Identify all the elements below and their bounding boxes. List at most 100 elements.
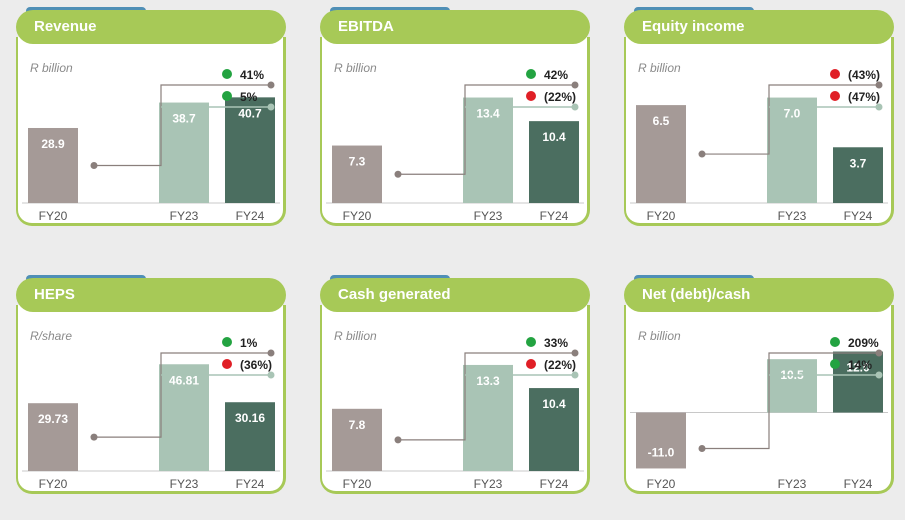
bar-fy24: [225, 402, 275, 471]
category-label: FY20: [39, 209, 68, 223]
chart-card: R billion -11.0 10.5 12.0 FY20 FY23 FY24 209% 1…: [624, 305, 894, 494]
bar-fy23: [463, 364, 513, 471]
up-indicator-icon: [526, 69, 536, 79]
data-label: 10.4: [542, 397, 566, 411]
data-label: 6.5: [653, 114, 670, 128]
connector-dot: [267, 103, 275, 111]
chart-svg: 29.73 46.81 30.16 FY20 FY23 FY24 1% (36%): [22, 336, 280, 491]
change-label: 209%: [848, 336, 879, 350]
chart-svg: 28.9 38.7 40.7 FY20 FY23 FY24 41% 5%: [22, 68, 280, 223]
category-label: FY20: [343, 477, 372, 491]
panel-title: Net (debt)/cash: [624, 278, 894, 312]
category-label: FY23: [170, 209, 199, 223]
connector-dot: [875, 103, 883, 111]
chart-svg: 7.8 13.3 10.4 FY20 FY23 FY24 33% (22%): [326, 336, 584, 491]
category-label: FY23: [778, 209, 807, 223]
chart-svg: 7.3 13.4 10.4 FY20 FY23 FY24 42% (22%): [326, 68, 584, 223]
down-indicator-icon: [526, 359, 536, 369]
connector-dot: [875, 81, 883, 89]
category-label: FY24: [540, 209, 569, 223]
connector-dot: [90, 161, 98, 169]
bar-fy20: [636, 105, 686, 203]
connector-dot: [571, 371, 579, 379]
data-label: 13.3: [476, 374, 500, 388]
up-indicator-icon: [526, 337, 536, 347]
data-label: 40.7: [238, 106, 262, 120]
connector-dot: [875, 371, 883, 379]
connector-dot: [90, 433, 98, 441]
bar-fy20: [28, 403, 78, 471]
bar-fy20: [636, 412, 686, 469]
category-label: FY20: [647, 209, 676, 223]
change-label: 33%: [544, 336, 568, 350]
data-label: 13.4: [476, 107, 500, 121]
data-label: 7.3: [349, 155, 366, 169]
panel-title: HEPS: [16, 278, 286, 312]
change-label: 1%: [240, 336, 258, 350]
up-indicator-icon: [830, 359, 840, 369]
change-label: (22%): [544, 90, 576, 104]
category-label: FY24: [844, 209, 873, 223]
down-indicator-icon: [222, 359, 232, 369]
panel-net-debt-cash: Net (debt)/cash R billion -11.0 10.5 12.0 F…: [624, 275, 899, 494]
connector-dot: [698, 445, 706, 452]
chart-card: R/share 29.73 46.81 30.16 FY20 FY23 FY24 1% (36…: [16, 305, 286, 494]
category-label: FY23: [778, 477, 807, 491]
chart-card: R billion 6.5 7.0 3.7 FY20 FY23 FY24 (43%) (47%…: [624, 37, 894, 226]
bar-fy23: [159, 364, 209, 471]
unit-label: R billion: [334, 329, 377, 343]
change-label: 41%: [240, 68, 264, 82]
connector-fy20: [398, 84, 575, 175]
category-label: FY24: [236, 209, 265, 223]
bar-fy24: [833, 147, 883, 203]
up-indicator-icon: [222, 91, 232, 101]
connector-fy20: [702, 84, 879, 155]
category-label: FY24: [236, 477, 265, 491]
bar-fy20: [332, 145, 382, 203]
panel-title: EBITDA: [320, 10, 590, 44]
category-label: FY23: [170, 477, 199, 491]
panel-cash-generated: Cash generated R billion 7.8 13.3 10.4 FY20…: [320, 275, 595, 494]
bar-fy24: [833, 351, 883, 413]
data-label: 3.7: [850, 156, 867, 170]
change-label: (47%): [848, 90, 880, 104]
up-indicator-icon: [222, 337, 232, 347]
connector-dot: [875, 349, 883, 357]
connector-dot: [698, 150, 706, 158]
panel-equity-income: Equity income R billion 6.5 7.0 3.7 FY20 FY2…: [624, 7, 899, 226]
panel-ebitda: EBITDA R billion 7.3 13.4 10.4 FY20 FY23 FY24…: [320, 7, 595, 226]
category-label: FY23: [474, 209, 503, 223]
panel-title: Revenue: [16, 10, 286, 44]
data-label: 29.73: [38, 412, 68, 426]
chart-svg: 6.5 7.0 3.7 FY20 FY23 FY24 (43%) (47%): [630, 68, 888, 223]
category-label: FY20: [343, 209, 372, 223]
connector-dot: [267, 371, 275, 379]
change-label: (36%): [240, 358, 272, 372]
chart-card: R billion 7.8 13.3 10.4 FY20 FY23 FY24 33% (22%…: [320, 305, 590, 494]
change-label: (22%): [544, 358, 576, 372]
bar-fy23: [159, 102, 209, 203]
data-label: 7.8: [349, 418, 366, 432]
bar-fy23: [767, 359, 817, 413]
up-indicator-icon: [830, 337, 840, 347]
unit-label: R billion: [638, 61, 681, 75]
connector-fy20: [398, 352, 575, 441]
connector-fy20: [94, 352, 271, 438]
panel-title: Cash generated: [320, 278, 590, 312]
connector-dot: [267, 81, 275, 89]
change-label: 5%: [240, 90, 258, 104]
connector-dot: [571, 103, 579, 111]
data-label: 10.4: [542, 130, 566, 144]
change-label: (43%): [848, 68, 880, 82]
data-label: 30.16: [235, 411, 265, 425]
data-label: 46.81: [169, 373, 199, 387]
change-label: 42%: [544, 68, 568, 82]
up-indicator-icon: [222, 69, 232, 79]
connector-dot: [571, 81, 579, 89]
down-indicator-icon: [830, 69, 840, 79]
unit-label: R billion: [638, 329, 681, 343]
panel-title: Equity income: [624, 10, 894, 44]
panel-heps: HEPS R/share 29.73 46.81 30.16 FY20 FY23 FY24…: [16, 275, 291, 494]
unit-label: R/share: [30, 329, 73, 343]
